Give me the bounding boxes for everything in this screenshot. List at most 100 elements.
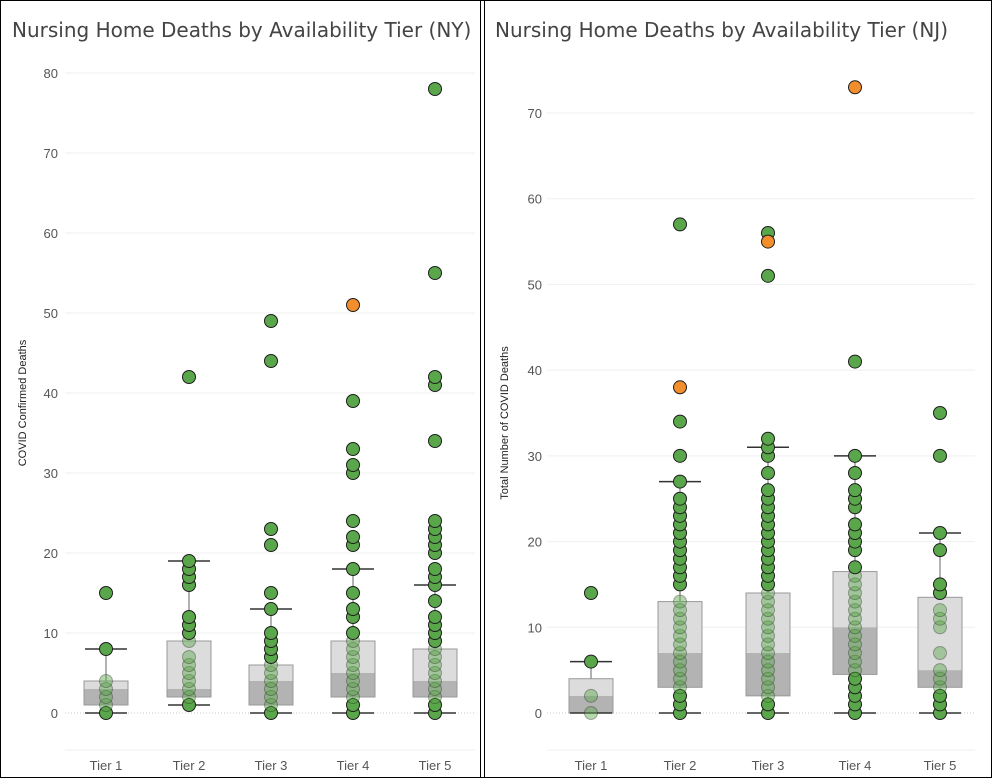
ny-chart-plot: 0 10 20 30 40 50 60 70 80 COVID Confirmed Deaths T… [17, 66, 475, 773]
data-point [673, 414, 687, 429]
data-point [346, 658, 360, 672]
data-point [346, 394, 360, 408]
data-point [848, 586, 862, 600]
data-point [182, 370, 196, 384]
data-point [428, 658, 442, 672]
box-upper [167, 641, 211, 689]
data-point [346, 626, 360, 640]
data-point [346, 602, 360, 616]
y-tick-label: 60 [528, 192, 542, 207]
data-point [761, 671, 775, 686]
data-point [182, 666, 196, 680]
highlight-point [673, 380, 687, 395]
data-point [99, 586, 113, 600]
data-point [428, 514, 442, 528]
data-point [428, 82, 442, 96]
nj-chart-title: Nursing Home Deaths by Availability Tier… [495, 18, 949, 42]
data-point [848, 637, 862, 652]
data-point [428, 594, 442, 608]
box-outline [657, 601, 703, 688]
data-point [182, 554, 196, 568]
data-point [428, 266, 442, 280]
data-point [761, 646, 775, 660]
data-point [673, 680, 687, 695]
data-point [673, 217, 687, 232]
data-point [428, 434, 442, 448]
data-point [99, 706, 113, 720]
data-point [264, 706, 278, 720]
y-axis-label: Total Number of COVID Deaths [499, 346, 511, 500]
data-point [673, 646, 687, 660]
data-point [346, 530, 360, 544]
box-lower [569, 695, 613, 713]
data-point [346, 682, 360, 696]
data-point [848, 448, 862, 463]
y-axis-label: COVID Confirmed Deaths [17, 339, 29, 466]
data-point [428, 690, 442, 704]
box-outline [248, 664, 294, 706]
data-point [848, 560, 862, 575]
data-point [264, 690, 278, 704]
data-point [264, 682, 278, 696]
data-point [761, 688, 775, 703]
data-point [848, 466, 862, 480]
x-category-label: Tier 5 [419, 758, 452, 773]
data-point [346, 514, 360, 528]
y-tick-label: 20 [44, 546, 58, 561]
y-tick-label: 40 [528, 363, 542, 378]
y-tick-label: 60 [44, 226, 58, 241]
x-category-label: Tier 3 [255, 758, 288, 773]
y-tick-label: 40 [44, 386, 58, 401]
box-upper [331, 641, 375, 673]
data-point [933, 611, 947, 626]
data-point [182, 610, 196, 624]
box-lower [918, 670, 962, 688]
box-lower [167, 689, 211, 697]
ny-chart-panel: Nursing Home Deaths by Availability Tier… [0, 0, 480, 778]
data-point [933, 603, 947, 618]
data-point [264, 586, 278, 600]
data-point [673, 637, 687, 652]
data-point [346, 642, 360, 656]
data-point [182, 690, 196, 704]
data-point [848, 594, 862, 609]
highlight-point [848, 80, 862, 95]
box-upper [746, 593, 790, 653]
data-point [673, 603, 687, 618]
box-outline [745, 592, 791, 697]
data-point [346, 674, 360, 688]
data-point [848, 646, 862, 660]
data-point [673, 671, 687, 686]
data-point [933, 526, 947, 540]
data-point [761, 663, 775, 678]
box-lower [413, 681, 457, 697]
data-point [761, 594, 775, 609]
data-point [264, 522, 278, 536]
box-lower [84, 689, 128, 705]
data-point [99, 690, 113, 704]
box-outline [166, 640, 212, 698]
highlight-point [346, 298, 360, 312]
y-tick-label: 70 [528, 106, 542, 121]
data-point [761, 620, 775, 635]
data-point [673, 663, 687, 678]
data-point [933, 663, 947, 678]
data-point [848, 517, 862, 532]
y-tick-label: 30 [44, 466, 58, 481]
data-point [848, 620, 862, 635]
highlight-point [761, 234, 775, 249]
data-point [933, 620, 947, 635]
data-point [673, 474, 687, 489]
data-point [848, 577, 862, 592]
y-tick-label: 10 [528, 620, 542, 635]
data-point [848, 603, 862, 618]
box-outline [330, 640, 376, 698]
data-point [182, 650, 196, 664]
data-point [428, 698, 442, 712]
data-point [933, 406, 947, 420]
data-point [673, 491, 687, 506]
y-tick-label: 20 [528, 535, 542, 550]
data-point [428, 650, 442, 664]
data-point [933, 680, 947, 695]
data-point [428, 370, 442, 384]
